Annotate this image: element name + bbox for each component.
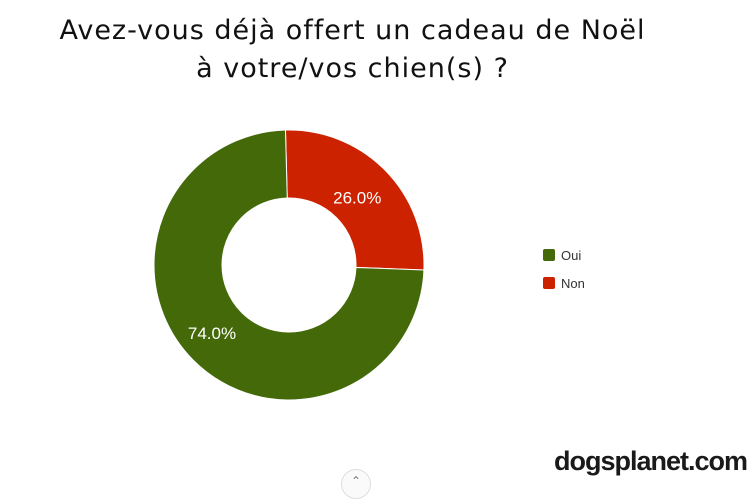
chart-title-line-2: à votre/vos chien(s) ? bbox=[196, 53, 509, 84]
chart-title: Avez-vous déjà offert un cadeau de Noël … bbox=[0, 12, 705, 88]
chart-legend: Oui Non bbox=[543, 241, 585, 297]
legend-swatch-oui bbox=[543, 249, 555, 261]
brand-logo: dogsplanet.com bbox=[553, 446, 748, 476]
chart-title-line-1: Avez-vous déjà offert un cadeau de Noël bbox=[59, 15, 646, 46]
slice-oui[interactable] bbox=[153, 129, 425, 401]
data-label-non: 26.0% bbox=[333, 188, 381, 207]
data-label-oui: 74.0% bbox=[188, 324, 236, 343]
chevron-up-icon: ⌃ bbox=[350, 474, 362, 488]
scroll-up-button[interactable]: ⌃ bbox=[341, 469, 371, 499]
slice-non[interactable] bbox=[284, 129, 425, 271]
legend-label-non: Non bbox=[561, 275, 585, 291]
legend-swatch-non bbox=[543, 277, 555, 289]
donut-chart: 26.0% 74.0% bbox=[153, 129, 425, 401]
legend-item-non[interactable]: Non bbox=[543, 269, 585, 297]
legend-label-oui: Oui bbox=[561, 247, 582, 263]
legend-item-oui[interactable]: Oui bbox=[543, 241, 585, 269]
